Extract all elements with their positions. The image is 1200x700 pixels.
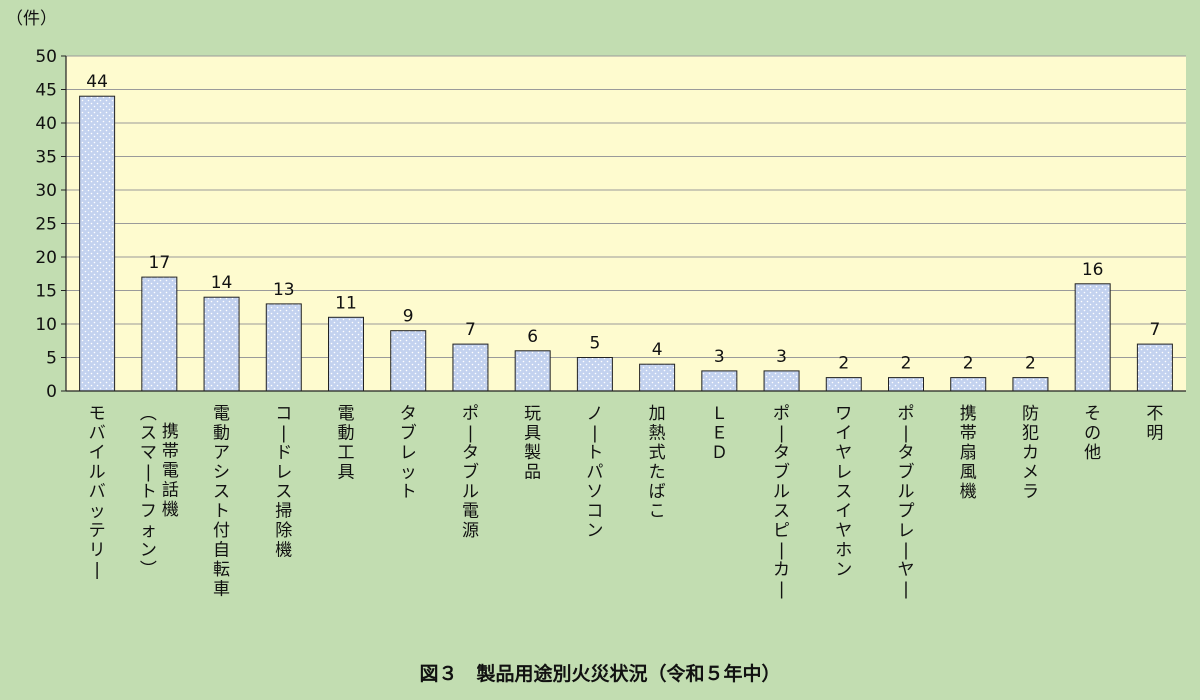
data-label: 3	[776, 347, 787, 367]
y-tick-label: 5	[46, 349, 57, 369]
bar	[825, 377, 862, 392]
category-label: コ|ドレス掃除機	[275, 404, 292, 561]
data-label: 17	[149, 253, 171, 273]
bar	[950, 377, 987, 392]
bar	[141, 276, 178, 392]
category-label: 加熱式たばこ	[649, 404, 666, 522]
y-tick-label: 50	[35, 47, 57, 67]
data-label: 5	[589, 334, 600, 354]
category-label: ワイヤレスイヤホン	[835, 404, 852, 580]
category-label: 防犯カメラ	[1022, 404, 1039, 502]
bar	[888, 377, 924, 392]
data-labels: 44 17 14 13 11 9 7 6 5 4 3 3 2 2 2 2 16 7	[86, 72, 1160, 373]
data-label: 2	[901, 354, 912, 374]
bar	[328, 316, 364, 392]
category-label: 電動工具	[338, 404, 355, 483]
bar	[514, 350, 551, 392]
category-labels: モバイルバッテリ| ︵スマ|トフォン︶ 携帯電話機 電動アシスト付自転車 コ|ドレス掃除…	[89, 404, 1164, 600]
y-tick-label: 30	[35, 181, 57, 201]
y-tick-label: 15	[35, 282, 57, 302]
category-label: ︵スマ|トフォン︶	[140, 404, 157, 580]
bar	[79, 95, 116, 392]
gridlines	[66, 55, 1186, 358]
bars	[79, 95, 1173, 392]
category-label: タブレット	[400, 404, 417, 502]
data-label: 11	[335, 293, 357, 313]
category-label: 携帯電話機	[162, 422, 179, 520]
bar	[1136, 343, 1173, 392]
y-tick-label: 10	[35, 315, 57, 335]
bar	[576, 357, 613, 392]
bar	[452, 343, 489, 392]
category-label: 携帯扇風機	[960, 404, 977, 502]
category-label: モバイルバッテリ|	[89, 404, 106, 580]
y-tick-label: 20	[35, 248, 57, 268]
data-label: 44	[86, 72, 108, 92]
figure-caption: 図３ 製品用途別火災状況（令和５年中）	[419, 662, 780, 685]
bar	[763, 370, 800, 392]
category-label: 玩具製品	[524, 404, 541, 483]
bar	[265, 303, 302, 392]
data-label: 2	[1025, 354, 1036, 374]
y-tick-label: 25	[35, 215, 57, 235]
data-label: 16	[1082, 260, 1104, 280]
data-label: 2	[838, 354, 849, 374]
category-label: その他	[1084, 404, 1101, 463]
category-label: 不明	[1146, 404, 1163, 444]
category-label: ＬＥＤ	[711, 404, 728, 463]
bar	[390, 330, 427, 392]
data-label: 14	[211, 273, 233, 293]
data-label: 6	[527, 327, 538, 347]
data-label: 3	[714, 347, 725, 367]
data-label: 7	[1149, 320, 1160, 340]
category-label: ポ|タブルスピ|カ|	[773, 404, 790, 600]
data-label: 7	[465, 320, 476, 340]
data-label: 2	[963, 354, 974, 374]
category-label: 電動アシスト付自転車	[213, 404, 230, 600]
y-tick-label: 40	[35, 114, 57, 134]
category-label: ポ|タブル電源	[462, 404, 479, 541]
data-label: 4	[652, 340, 663, 360]
data-label: 9	[403, 307, 414, 327]
bar	[701, 370, 738, 392]
bar	[1074, 283, 1111, 392]
y-tick-label: 35	[35, 148, 57, 168]
bar	[203, 296, 240, 392]
y-tick-label: 0	[46, 382, 57, 402]
category-label: ノ|トパソコン	[586, 404, 603, 541]
bar	[639, 363, 676, 392]
y-axis-unit-label: （件）	[6, 9, 57, 29]
y-tick-label: 45	[35, 81, 57, 101]
bar	[1012, 377, 1049, 392]
data-label: 13	[273, 280, 295, 300]
category-label: ポ|タブルプレ|ヤ|	[898, 404, 915, 600]
